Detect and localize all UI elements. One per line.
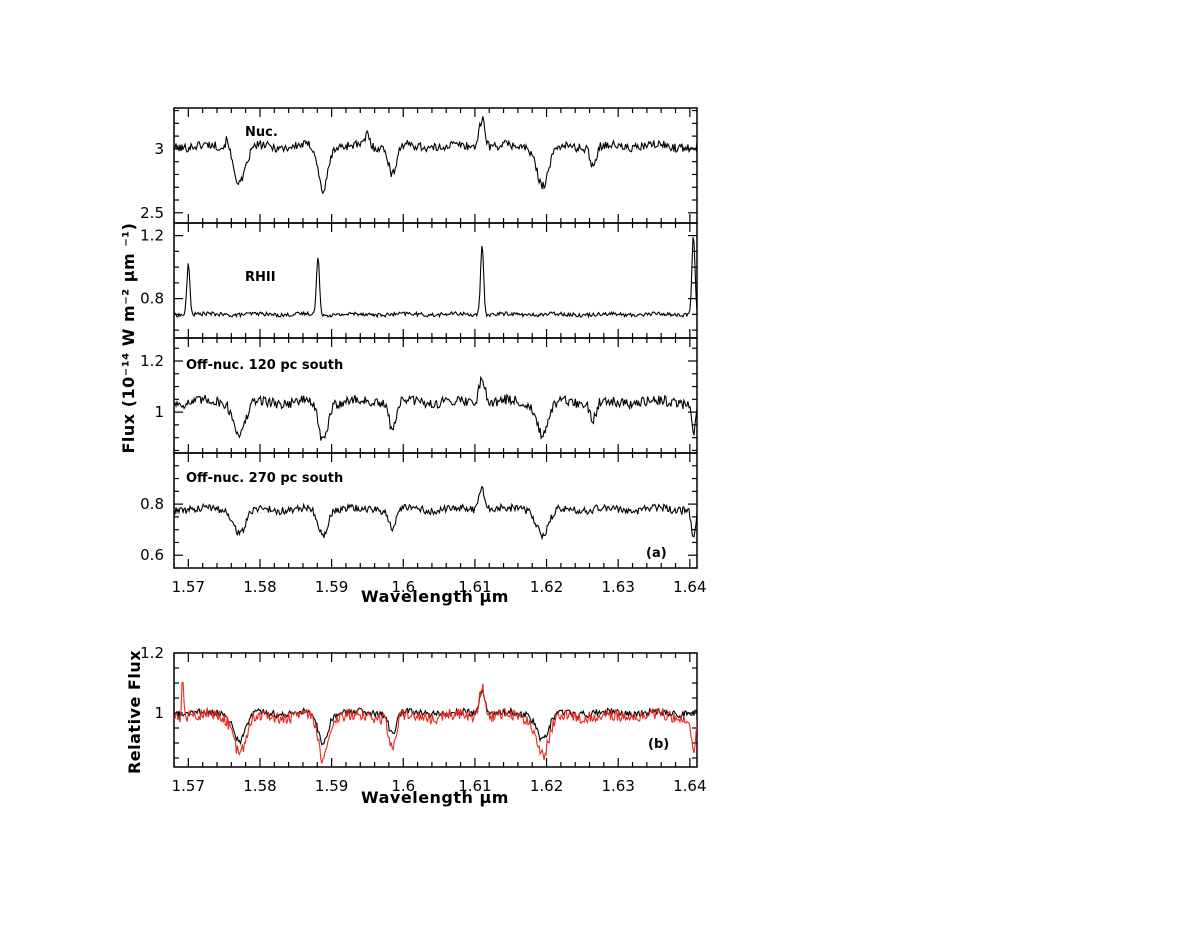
x-tick-label: 1.64 [673,777,706,795]
panel-4: 0.6 0.8 Off-nuc. 270 pc south 1.57 1.58 1.59 1… [140,452,707,596]
x-tick-label: 1.58 [243,578,276,596]
spectrum-line-1 [174,485,697,541]
x-tick-label: 1.62 [530,777,563,795]
top-y-axis-title: Flux (10⁻¹⁴ W m⁻² μm ⁻¹) [119,223,138,454]
spectrum-line-1 [174,237,697,319]
panel-label: Off-nuc. 120 pc south [186,358,343,373]
x-tick-label: 1.57 [172,578,205,596]
y-tick-label: 1 [154,704,164,722]
y-tick-label: 3 [154,140,164,158]
y-tick-label: 1 [154,403,164,421]
panel-frame [173,652,698,768]
panel-b-tag: (b) [648,737,669,752]
panel-frame [173,452,698,569]
x-tick-label: 1.61 [458,578,491,596]
spectrum-line-1 [174,116,697,195]
panel-3: 1 1.2 Off-nuc. 120 pc south [140,337,698,454]
panel-1: 2.5 3 Nuc. [140,107,698,224]
y-tick-label: 2.5 [140,204,164,222]
y-tick-label: 1.2 [140,352,164,370]
x-tick-label: 1.63 [601,578,634,596]
bottom-x-axis-title: Wavelength μm [361,788,509,807]
panel-label: Off-nuc. 270 pc south [186,471,343,486]
y-tick-label: 1.2 [140,227,164,245]
spectrum-line-2 [174,681,697,764]
x-tick-label: 1.59 [315,578,348,596]
spectrum-line-1 [174,375,697,441]
x-tick-label: 1.62 [530,578,563,596]
y-tick-label: 0.8 [140,495,164,513]
y-tick-label: 0.6 [140,546,164,564]
panel-5: 1 1.2 1.57 1.58 1.59 1.6 1.61 1.62 1.63 1.64 [140,644,706,795]
bottom-y-axis-title: Relative Flux [125,650,144,774]
panel-2: 0.8 1.2 RHII [140,222,698,339]
y-tick-label: 1.2 [140,644,164,662]
panel-a-tag: (a) [646,546,667,561]
x-tick-label: 1.61 [458,777,491,795]
top-x-axis-title: Wavelength μm [361,587,509,606]
x-tick-label: 1.6 [391,777,415,795]
x-tick-label: 1.6 [391,578,415,596]
panel-label: RHII [245,270,276,285]
x-tick-label: 1.58 [243,777,276,795]
x-tick-label: 1.59 [315,777,348,795]
y-tick-label: 0.8 [140,290,164,308]
x-tick-label: 1.64 [673,578,706,596]
x-tick-label: 1.63 [601,777,634,795]
x-tick-label: 1.57 [172,777,205,795]
panel-label: Nuc. [245,125,278,140]
panels-group: 2.5 3 Nuc. 0.8 1.2 RHII 1 1.2 Off-nuc. 120 pc so… [140,107,707,795]
panel-frame [173,337,698,454]
